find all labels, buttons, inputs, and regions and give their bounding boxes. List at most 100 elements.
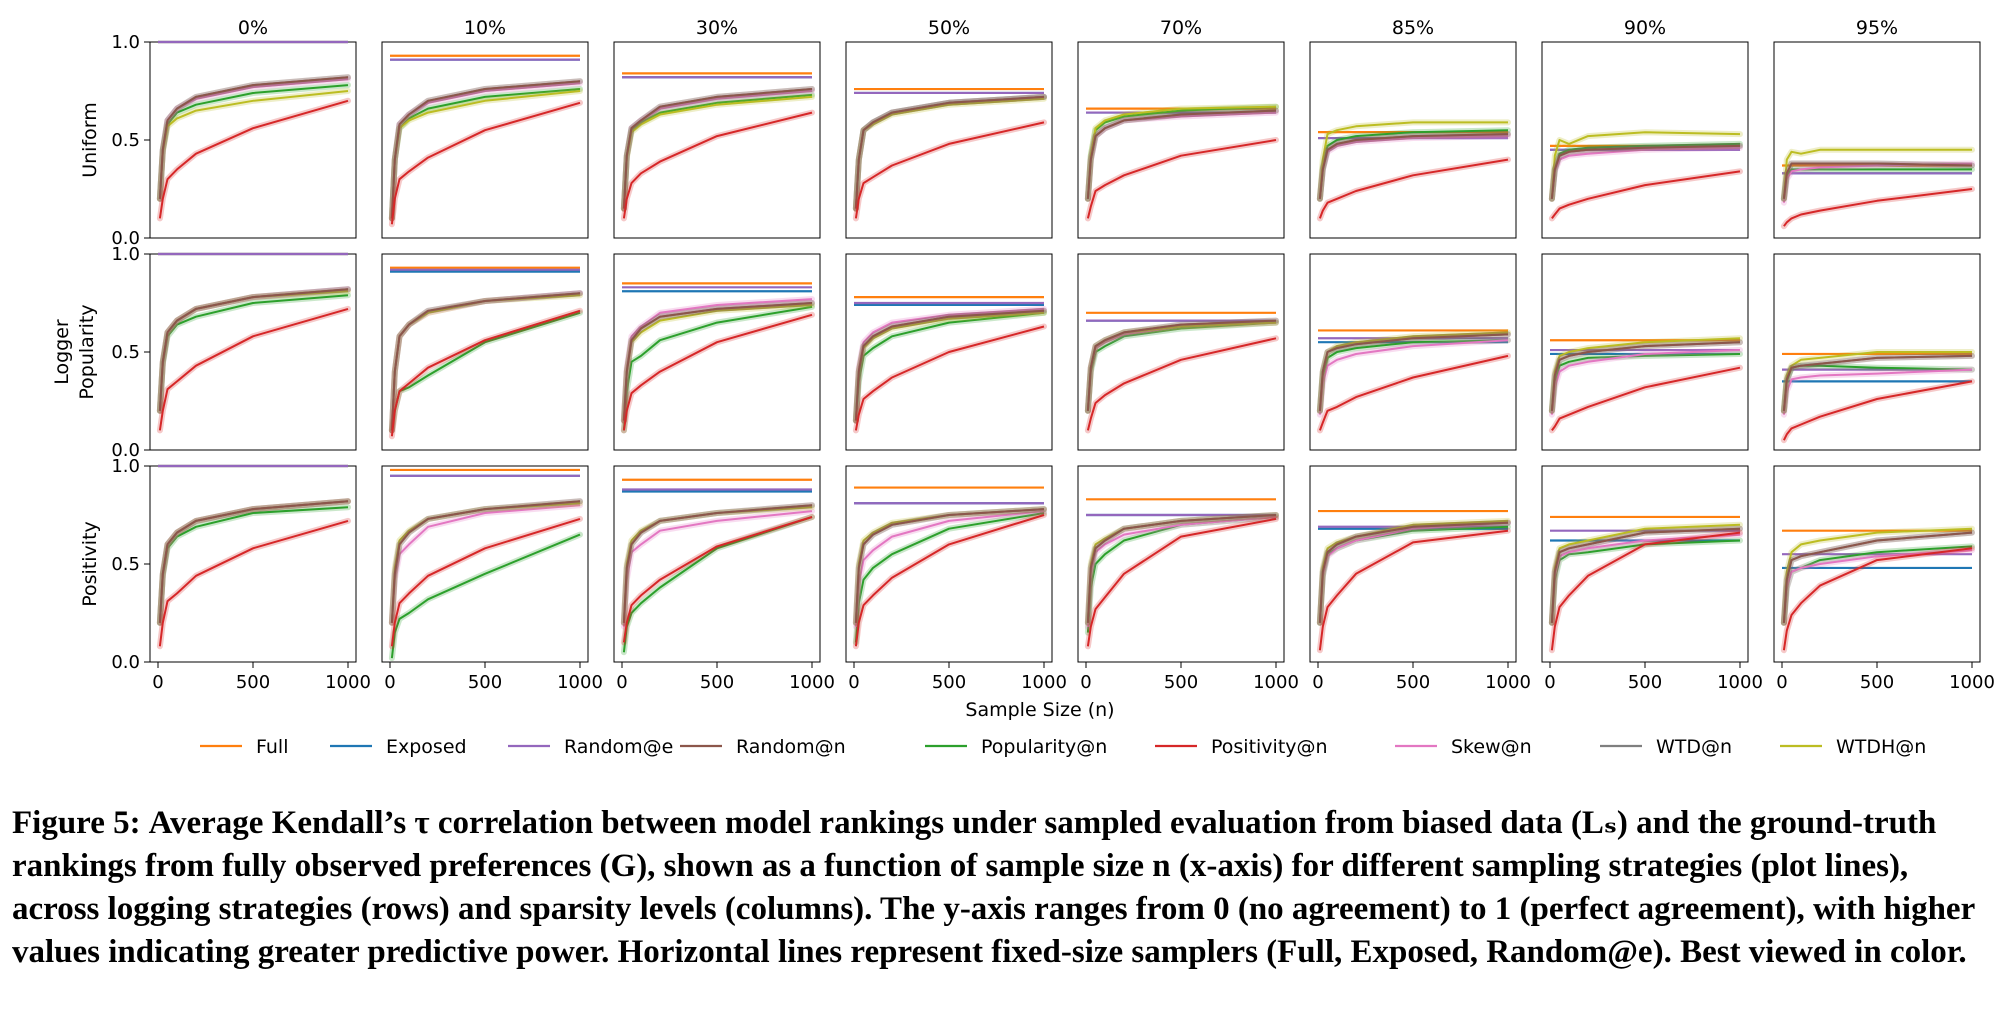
series-positivity_n-line [1783,380,1973,441]
series-random_n-line [622,504,813,623]
series-positivity_n-line [622,516,813,643]
x-tick-label: 500 [1396,672,1430,693]
subplot-r0-c1 [381,41,589,239]
x-tick-label: 0 [384,672,395,693]
x-tick-label: 0 [1544,672,1555,693]
subplot-r1-c0: 0.0 0.5 1.0 [111,244,357,461]
series-random_n-line [390,292,581,431]
row-label: Positivity [79,521,101,607]
column-title: 95% [1856,17,1898,39]
caption-label: Figure 5: [12,805,141,841]
x-tick-label: 500 [1860,672,1894,693]
subplot-r2-c2: 0 500 1000 [613,465,835,693]
row-label: Logger Popularity [51,304,98,399]
subplot-frame [1541,41,1749,239]
series-random_n-line [1086,319,1277,411]
series-positivity_n-line [1318,158,1509,219]
row-label-line: Uniform [79,102,101,178]
subplot-r2-c1: 0 500 1000 [381,465,603,693]
series-random_n-band [852,93,1047,212]
series-wtd_n-line [158,500,349,623]
series-positivity_n-line [622,313,813,431]
y-tick-label: 0.5 [111,130,140,151]
series-random_n-band [1084,512,1279,626]
series-random_n-line [158,76,349,199]
subplot-r2-c6: 0 500 1000 [1541,465,1763,693]
subplot-r1-c2 [613,253,821,451]
series-popularity_n-line [854,512,1045,643]
y-tick-label: 0.5 [111,342,140,363]
series-random_n-band [156,286,351,414]
subplot-r2-c4: 0 500 1000 [1077,465,1299,693]
series-random_n-line [622,302,813,421]
series-skew_n-band [156,76,351,202]
column-title: 90% [1624,17,1666,39]
series-positivity_n-band [620,311,815,434]
series-positivity_n-band [1548,364,1743,434]
series-wtdh_n-line [158,290,349,411]
x-tick-label: 0 [1312,672,1323,693]
x-tick-label: 1000 [1253,672,1299,693]
y-tick-label: 0.5 [111,554,140,575]
series-positivity_n-line [854,121,1045,219]
subplot-r1-c7 [1773,253,1981,451]
x-tick-label: 1000 [557,672,603,693]
series-random_n-line [1318,333,1509,411]
x-tick-label: 500 [236,672,270,693]
row-label-line: Popularity [76,304,98,399]
legend-label: Positivity@n [1211,736,1328,758]
series-random_n-line [854,508,1045,623]
series-skew_n-line [158,500,349,623]
series-positivity_n-line [1086,337,1277,431]
x-tick-label: 0 [152,672,163,693]
legend-item-popularity_n: Popularity@n [925,736,1107,758]
subplot-r0-c2 [613,41,821,239]
subplot-frame [1773,41,1981,239]
series-random_n-line [390,80,581,219]
legend-label: Skew@n [1451,736,1532,758]
y-tick-label: 1.0 [111,244,140,265]
subplot-r1-c4 [1077,253,1285,451]
subplot-frame [1773,253,1981,451]
column-title: 30% [696,17,738,39]
series-wtdh_n-line [1550,337,1741,411]
series-popularity_n-line [390,533,581,659]
series-skew_n-band [1316,133,1511,202]
series-wtdh_n-line [1782,351,1972,411]
series-wtd_n-band [156,498,351,626]
x-tick-label: 0 [616,672,627,693]
series-positivity_n-line [854,325,1045,431]
x-tick-label: 1000 [1485,672,1531,693]
column-title: 50% [928,17,970,39]
legend-item-positivity_n: Positivity@n [1155,736,1328,758]
caption-text: Average Kendall’s τ correlation between … [12,805,1975,970]
legend-item-skew_n: Skew@n [1395,736,1532,758]
subplot-frame [381,253,589,451]
figure-caption: Figure 5: Average Kendall’s τ correlation… [12,802,1992,974]
x-tick-label: 1000 [789,672,835,693]
subplot-frame [613,41,821,239]
series-wtdh_n-line [158,500,349,623]
legend-label: Random@n [736,736,846,758]
series-wtdh_n-band [156,498,351,626]
y-tick-label: 1.0 [111,32,140,53]
x-tick-label: 1000 [1949,672,1995,693]
x-tick-label: 1000 [1021,672,1067,693]
series-positivity_n-line [158,99,349,219]
subplot-r0-c0: 0.0 0.5 1.0 [111,32,357,249]
y-tick-label: 0.0 [111,228,140,249]
series-positivity_n-line [1086,517,1277,647]
subplot-frame [1077,253,1285,451]
series-positivity_n-band [1316,352,1511,434]
series-skew_n-band [156,286,351,414]
series-skew_n-band [156,498,351,626]
series-skew_n-line [158,288,349,411]
subplot-frame [149,465,357,663]
series-skew_n-line [622,298,813,421]
series-positivity_n-band [852,512,1047,650]
series-random_n-line [1318,521,1509,623]
column-title: 10% [464,17,506,39]
series-wtdh_n-band [156,288,351,414]
subplot-frame [1077,465,1285,663]
series-random_n-band [1084,317,1279,414]
